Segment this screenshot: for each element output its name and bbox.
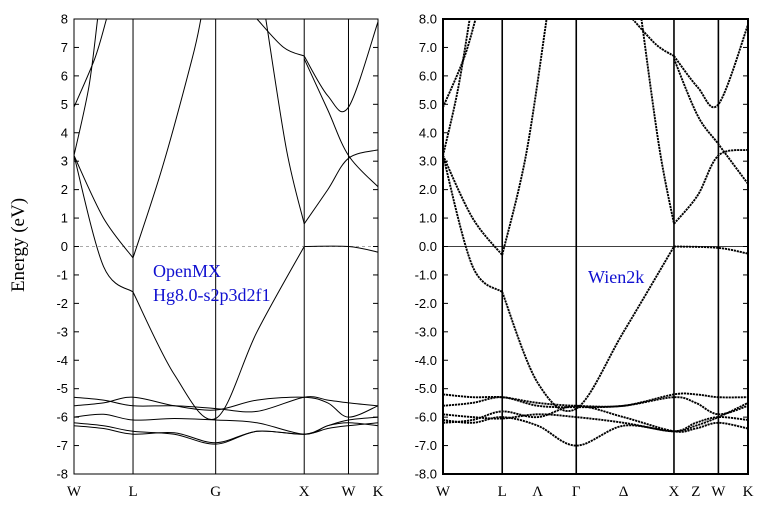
wien2k-y-tick-label: 8.0	[419, 12, 437, 27]
wien2k-band-0	[442, 155, 503, 293]
openmx-y-tick-label: 3	[61, 154, 68, 169]
openmx-y-tick-label: 7	[61, 40, 68, 55]
wien2k-x-tick-label: L	[498, 484, 507, 500]
openmx-x-tick-label: L	[128, 484, 137, 500]
wien2k-y-tick-label: -6.0	[415, 410, 437, 425]
openmx-basis-label: Hg8.0-s2p3d2f1	[153, 285, 271, 305]
wien2k-y-tick-label: 3.0	[419, 154, 437, 169]
wien2k-band-9	[673, 24, 749, 109]
openmx-y-tick-label: 8	[61, 12, 68, 27]
wien2k-band-1	[501, 246, 675, 412]
wien2k-y-tick-label: -3.0	[415, 324, 437, 339]
openmx-label: OpenMX	[153, 261, 221, 281]
wien2k-band-14	[442, 402, 749, 433]
openmx-y-tick-label: -4	[56, 353, 68, 368]
openmx-y-tick-label: 6	[61, 68, 68, 83]
wien2k-band-11	[673, 58, 749, 185]
openmx-y-tick-label: -2	[56, 296, 68, 311]
wien2k-band-10	[442, 18, 471, 156]
openmx-y-tick-label: -6	[56, 410, 68, 425]
openmx-band-9	[303, 21, 379, 113]
wien2k-band-8	[631, 18, 675, 57]
openmx-y-tick-label: 4	[61, 125, 68, 140]
openmx-band-7	[73, 18, 107, 108]
wien2k-x-tick-label: X	[669, 484, 680, 500]
openmx-band-2	[304, 245, 379, 253]
openmx-band-14	[73, 413, 379, 435]
openmx-y-tick-label: -7	[56, 438, 68, 453]
wien2k-y-tick-label: 4.0	[419, 125, 437, 140]
wien2k-y-tick-label: 7.0	[419, 40, 437, 55]
wien2k-x-tick-label: Δ	[619, 484, 629, 500]
openmx-band-3	[73, 155, 134, 259]
openmx-x-tick-label: K	[373, 484, 384, 500]
wien2k-x-tick-label: W	[711, 484, 726, 500]
openmx-band-12	[73, 396, 379, 413]
wien2k-band-3	[442, 155, 503, 256]
openmx-band-5	[265, 18, 305, 224]
wien2k-x-tick-label: K	[743, 484, 754, 500]
wien2k-y-tick-label: -7.0	[415, 438, 437, 453]
wien2k-band-16	[442, 404, 749, 433]
wien2k-band-13	[442, 396, 749, 416]
openmx-y-tick-label: -1	[56, 267, 68, 282]
openmx-band-panel: -8 -7 -6 -5 -4 -3 -2 -1 0 1 2 3 4 5 6 7 8 W L G X W K OpenMX H…	[56, 12, 383, 501]
wien2k-y-tick-label: -2.0	[415, 296, 437, 311]
wien2k-y-tick-label: -1.0	[415, 267, 437, 282]
openmx-y-tick-label: -3	[56, 324, 68, 339]
wien2k-band-4	[501, 18, 548, 256]
openmx-y-tick-label: 2	[61, 182, 68, 197]
openmx-x-tick-label: W	[341, 484, 356, 500]
wien2k-y-tick-label: -4.0	[415, 353, 437, 368]
openmx-band-11	[303, 58, 379, 188]
openmx-band-6	[303, 149, 379, 225]
wien2k-band-7	[442, 18, 477, 108]
wien2k-y-tick-label: -5.0	[415, 381, 437, 396]
y-axis-label: Energy (eV)	[8, 198, 29, 292]
wien2k-x-tick-label: Z	[691, 484, 700, 500]
openmx-y-tick-label: -8	[56, 467, 68, 482]
wien2k-y-tick-label: 2.0	[419, 182, 437, 197]
wien2k-y-tick-label: 0.0	[419, 239, 437, 254]
openmx-x-tick-label: G	[210, 484, 221, 500]
openmx-y-tick-label: 1	[61, 211, 68, 226]
wien2k-band-15	[442, 416, 749, 447]
openmx-band-8	[256, 18, 305, 57]
openmx-y-tick-label: 0	[61, 239, 68, 254]
wien2k-x-tick-label: Λ	[532, 484, 543, 500]
openmx-band-13	[73, 396, 379, 418]
wien2k-y-tick-label: 6.0	[419, 68, 437, 83]
openmx-x-tick-label: W	[67, 484, 82, 500]
openmx-band-4	[132, 18, 202, 259]
openmx-y-tick-label: -5	[56, 381, 68, 396]
openmx-band-0	[73, 155, 134, 293]
wien2k-y-tick-label: -8.0	[415, 467, 437, 482]
openmx-band-16	[73, 422, 379, 444]
wien2k-band-12	[442, 392, 749, 408]
openmx-x-tick-label: X	[299, 484, 310, 500]
wien2k-y-tick-label: 1.0	[419, 211, 437, 226]
openmx-band-1	[132, 246, 305, 421]
wien2k-band-5	[640, 18, 675, 224]
openmx-band-15	[73, 416, 379, 445]
openmx-band-10	[73, 18, 99, 156]
wien2k-band-panel: -8.0 -7.0 -6.0 -5.0 -4.0 -3.0 -2.0 -1.0 0.0 1.0 2.…	[415, 12, 754, 501]
wien2k-y-tick-label: 5.0	[419, 97, 437, 112]
openmx-y-tick-label: 5	[61, 97, 68, 112]
wien2k-x-tick-label: Γ	[572, 484, 581, 500]
wien2k-band-2	[673, 245, 749, 255]
wien2k-x-tick-label: W	[436, 484, 451, 500]
wien2k-label: Wien2k	[588, 267, 644, 287]
wien2k-band-6	[673, 148, 749, 225]
